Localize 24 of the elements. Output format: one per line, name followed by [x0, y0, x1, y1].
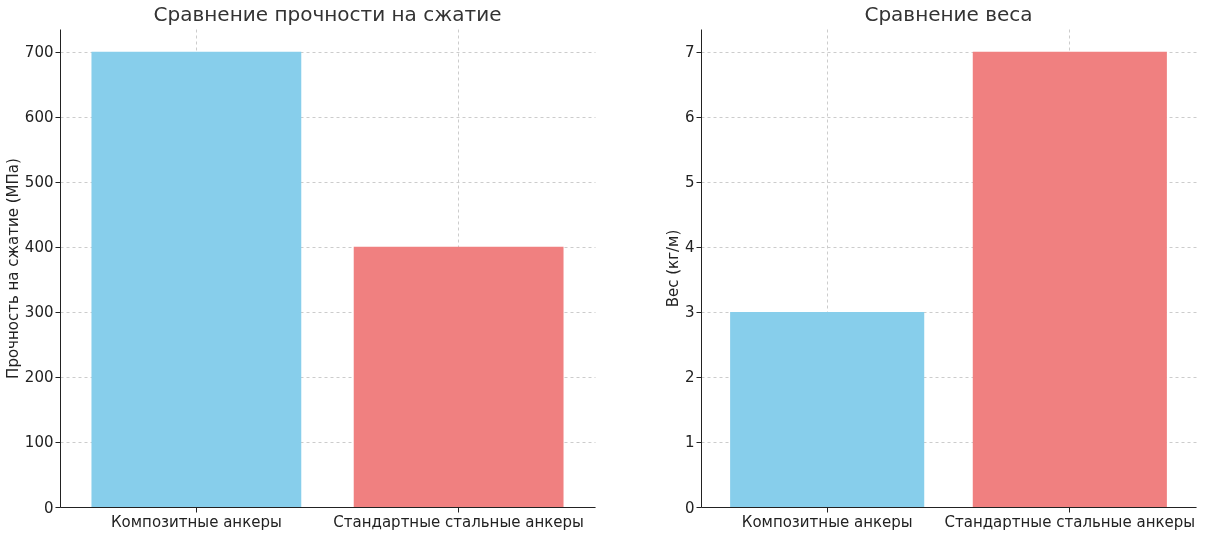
y-tick-label: 6: [684, 108, 695, 127]
y-tick-label: 600: [24, 108, 54, 127]
y-tick-label: 1: [684, 433, 695, 452]
chart-title: Сравнение веса: [864, 2, 1033, 26]
y-axis-title: Прочность на сжатие (МПа): [3, 158, 22, 379]
y-tick-label: 2: [684, 368, 695, 387]
y-axis-title: Вес (кг/м): [663, 229, 682, 308]
y-tick-label: 3: [684, 303, 695, 322]
y-tick-label: 5: [684, 173, 695, 192]
y-tick-label: 700: [24, 43, 54, 62]
y-tick-label: 500: [24, 173, 54, 192]
y-tick-label: 200: [24, 368, 54, 387]
y-tick-label: 400: [24, 238, 54, 257]
y-tick-label: 300: [24, 303, 54, 322]
x-tick-label: Стандартные стальные анкеры: [333, 512, 584, 531]
y-tick-label: 4: [684, 238, 695, 257]
chart-title: Сравнение прочности на сжатие: [153, 2, 502, 26]
y-tick-label: 7: [684, 43, 695, 62]
x-tick-label: Композитные анкеры: [741, 512, 913, 531]
y-tick-label: 0: [43, 498, 54, 517]
y-tick-label: 100: [24, 433, 54, 452]
x-tick-label: Композитные анкеры: [110, 512, 282, 531]
y-tick-label: 0: [684, 498, 695, 517]
x-tick-label: Стандартные стальные анкеры: [944, 512, 1196, 531]
